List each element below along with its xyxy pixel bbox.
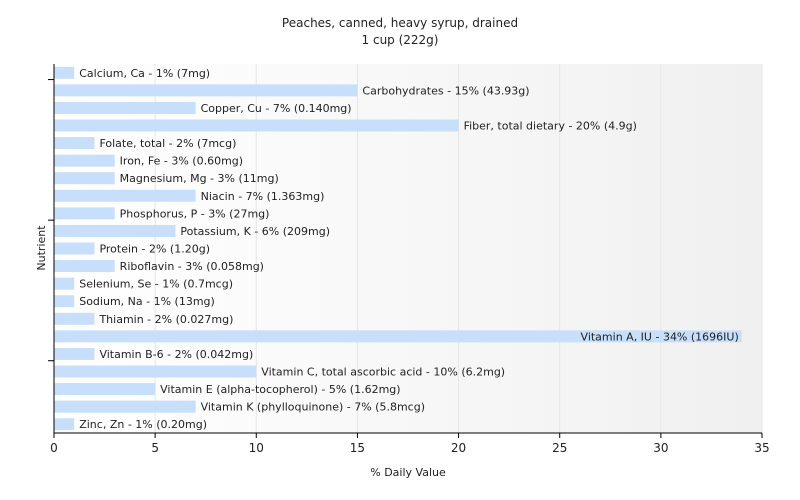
bar	[54, 154, 115, 167]
bar-label: Vitamin E (alpha-tocopherol) - 5% (1.62m…	[160, 383, 400, 396]
bar-label: Calcium, Ca - 1% (7mg)	[79, 67, 210, 80]
bar	[54, 418, 75, 431]
bar	[54, 260, 115, 273]
bar	[54, 172, 115, 185]
bar-label: Vitamin C, total ascorbic acid - 10% (6.…	[261, 366, 505, 379]
bar-label: Phosphorus, P - 3% (27mg)	[120, 207, 270, 220]
bar	[54, 137, 95, 150]
bar	[54, 277, 75, 290]
bar-label: Vitamin K (phylloquinone) - 7% (5.8mcg)	[201, 401, 425, 414]
bar	[54, 330, 742, 343]
bar	[54, 383, 156, 396]
bar	[54, 224, 176, 237]
bar-label: Vitamin A, IU - 34% (1696IU)	[581, 330, 739, 343]
bar	[54, 347, 95, 360]
x-tick-label: 20	[451, 441, 466, 455]
bar-labels: Calcium, Ca - 1% (7mg) Carbohydrates - 15…	[79, 67, 739, 431]
bar-label: Potassium, K - 6% (209mg)	[180, 225, 330, 238]
x-tick-label: 15	[350, 441, 365, 455]
bar-label: Riboflavin - 3% (0.058mg)	[120, 260, 264, 273]
bar	[54, 295, 75, 308]
bar	[54, 101, 196, 114]
y-axis-label: Nutrient	[35, 225, 48, 271]
axes	[48, 64, 763, 438]
bars	[54, 66, 742, 431]
bar	[54, 119, 459, 132]
bar	[54, 66, 75, 79]
chart-title: Peaches, canned, heavy syrup, drained	[282, 16, 518, 30]
bar-label: Iron, Fe - 3% (0.60mg)	[120, 155, 243, 168]
bar-label: Vitamin B-6 - 2% (0.042mg)	[99, 348, 253, 361]
x-tick-label: 25	[552, 441, 567, 455]
bar-label: Thiamin - 2% (0.027mg)	[98, 313, 233, 326]
bar	[54, 312, 95, 325]
bar-label: Folate, total - 2% (7mcg)	[99, 137, 236, 150]
bar-label: Carbohydrates - 15% (43.93g)	[362, 84, 529, 97]
bar	[54, 400, 196, 413]
bar	[54, 365, 257, 378]
bar-label: Copper, Cu - 7% (0.140mg)	[201, 102, 352, 115]
x-tick-label: 10	[249, 441, 264, 455]
x-tick-label: 5	[151, 441, 159, 455]
x-tick-labels: 0 5 10 15 20 25 30 35	[50, 441, 769, 455]
bar-label: Zinc, Zn - 1% (0.20mg)	[79, 418, 207, 431]
bar-label: Selenium, Se - 1% (0.7mcg)	[79, 278, 233, 291]
bar-label: Niacin - 7% (1.363mg)	[201, 190, 325, 203]
bar-label: Sodium, Na - 1% (13mg)	[79, 295, 215, 308]
bar	[54, 84, 358, 97]
bar-label: Magnesium, Mg - 3% (11mg)	[120, 172, 279, 185]
bar	[54, 207, 115, 220]
x-axis-label: % Daily Value	[370, 466, 446, 479]
bar-label: Protein - 2% (1.20g)	[99, 243, 210, 256]
chart-subtitle: 1 cup (222g)	[362, 33, 439, 47]
bar	[54, 189, 196, 202]
bar	[54, 242, 95, 255]
x-tick-label: 35	[754, 441, 769, 455]
x-tick-label: 0	[50, 441, 58, 455]
x-tick-label: 30	[653, 441, 668, 455]
bar-label: Fiber, total dietary - 20% (4.9g)	[464, 120, 637, 133]
